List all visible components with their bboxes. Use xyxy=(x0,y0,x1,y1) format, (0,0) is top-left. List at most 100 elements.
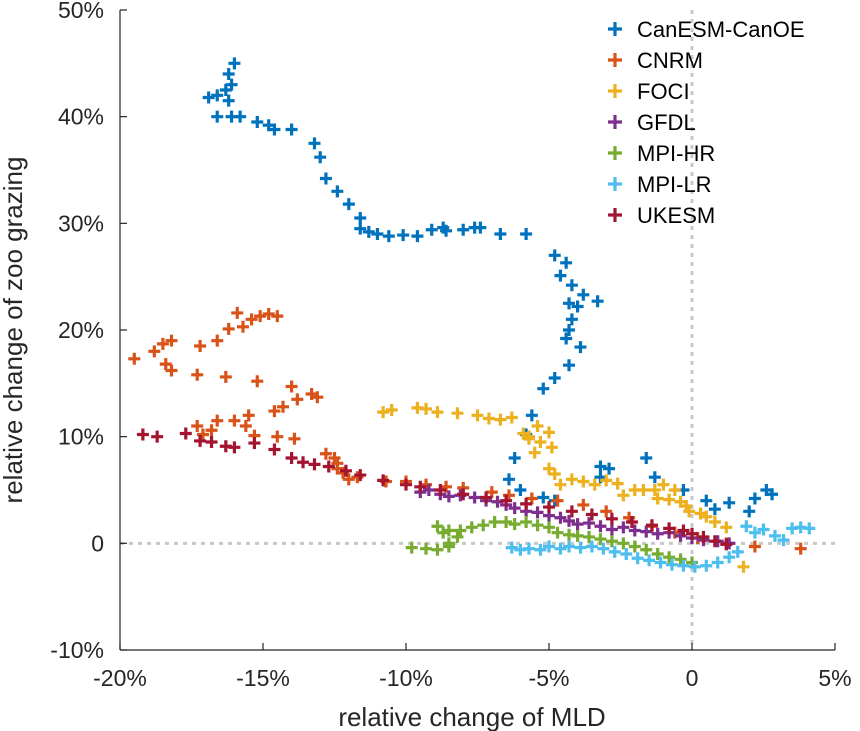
data-point xyxy=(442,490,455,503)
data-point xyxy=(517,427,530,440)
data-point xyxy=(474,221,487,234)
data-point xyxy=(508,518,521,531)
data-point xyxy=(156,337,169,350)
data-point xyxy=(583,517,596,530)
data-point xyxy=(231,306,244,319)
data-point xyxy=(520,516,533,528)
data-point xyxy=(594,520,607,533)
data-point xyxy=(574,541,587,554)
data-point xyxy=(803,522,816,535)
data-point xyxy=(354,469,367,482)
data-point xyxy=(597,542,610,555)
data-point xyxy=(588,478,601,491)
data-point xyxy=(211,334,224,347)
data-point xyxy=(471,409,484,422)
data-point xyxy=(531,506,544,519)
data-point xyxy=(585,508,598,521)
data-point xyxy=(397,229,410,242)
data-point xyxy=(711,556,724,569)
data-point xyxy=(640,525,653,538)
data-point xyxy=(708,535,721,548)
data-point xyxy=(285,380,298,393)
data-point xyxy=(583,530,596,543)
legend-marker xyxy=(608,177,622,191)
data-point xyxy=(508,452,521,464)
legend-item: CNRM xyxy=(608,48,703,73)
data-point xyxy=(442,540,455,553)
data-point xyxy=(311,391,324,404)
legend: CanESM-CanOE CNRM FOCI GFDL MPI-HR MPI-LR UKES… xyxy=(608,17,805,228)
series-ukesm xyxy=(136,427,733,551)
data-point xyxy=(500,516,513,528)
data-point xyxy=(251,116,264,128)
data-point xyxy=(288,432,301,445)
data-point xyxy=(548,249,561,262)
x-tick-label: -20% xyxy=(93,665,147,691)
data-point xyxy=(548,468,561,480)
data-point xyxy=(422,484,435,496)
data-point xyxy=(543,426,555,439)
legend-label: FOCI xyxy=(637,79,690,104)
data-point xyxy=(560,332,573,345)
data-point xyxy=(768,529,781,542)
data-point xyxy=(551,494,564,507)
data-point xyxy=(648,484,661,496)
data-point xyxy=(319,447,332,460)
data-point xyxy=(377,406,390,419)
x-tick-label: -5% xyxy=(529,665,570,691)
data-point xyxy=(242,409,255,422)
data-point xyxy=(723,496,736,509)
data-point xyxy=(731,545,744,558)
data-point xyxy=(262,308,275,320)
data-point xyxy=(468,491,481,504)
legend-item: CanESM-CanOE xyxy=(608,17,805,42)
data-point xyxy=(560,256,573,269)
data-point xyxy=(205,436,218,448)
legend-label: CanESM-CanOE xyxy=(637,17,805,42)
data-point xyxy=(136,428,149,441)
data-point xyxy=(563,359,576,372)
data-point xyxy=(285,123,298,136)
data-point xyxy=(331,185,344,198)
y-tick-label: 30% xyxy=(58,210,104,236)
data-point xyxy=(165,364,178,377)
data-point xyxy=(565,473,578,486)
data-point xyxy=(465,521,478,534)
data-point xyxy=(571,518,584,531)
data-point xyxy=(594,533,607,546)
data-point xyxy=(531,420,544,432)
data-point xyxy=(268,443,281,456)
data-point xyxy=(297,456,310,469)
legend-label: UKESM xyxy=(637,203,715,228)
y-tick-label: 40% xyxy=(58,104,104,130)
data-point xyxy=(248,437,261,450)
data-point xyxy=(236,320,249,333)
data-point xyxy=(683,505,696,518)
data-point xyxy=(411,230,424,243)
data-point xyxy=(565,505,578,518)
data-point xyxy=(640,452,653,464)
data-point xyxy=(342,473,355,486)
data-point xyxy=(245,313,258,326)
legend-item: GFDL xyxy=(608,110,696,135)
data-point xyxy=(628,540,641,553)
data-point xyxy=(577,498,590,511)
data-point xyxy=(708,503,721,516)
data-point xyxy=(743,505,756,518)
data-point xyxy=(165,334,178,347)
data-point xyxy=(668,484,681,496)
data-point xyxy=(222,68,235,80)
data-point xyxy=(571,529,584,542)
data-point xyxy=(628,524,641,537)
series-canesm-canoe xyxy=(202,57,779,518)
data-point xyxy=(414,480,427,493)
data-point xyxy=(494,413,507,426)
data-point xyxy=(148,345,161,358)
data-point xyxy=(151,430,164,443)
data-point xyxy=(563,324,576,336)
legend-item: FOCI xyxy=(608,79,690,104)
data-point xyxy=(577,288,590,301)
data-point xyxy=(191,368,204,381)
data-point xyxy=(480,491,493,504)
y-tick-label: 50% xyxy=(58,0,104,23)
